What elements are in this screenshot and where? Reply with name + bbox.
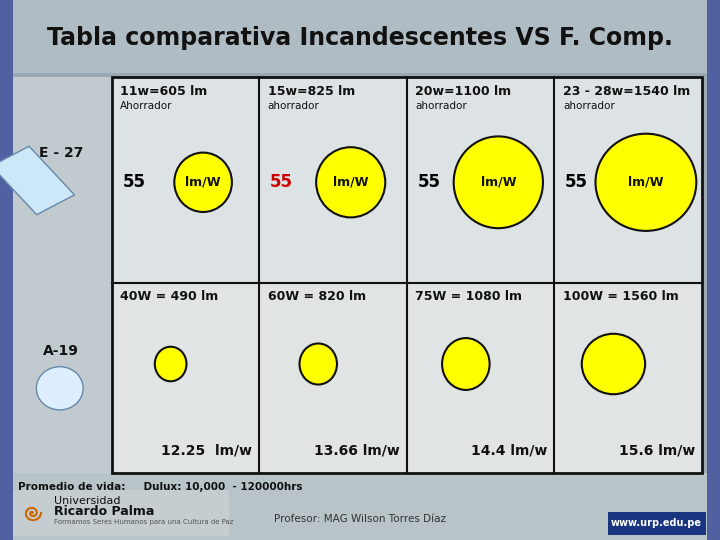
Bar — [13, 472, 707, 540]
Text: 23 - 28w=1540 lm: 23 - 28w=1540 lm — [563, 85, 690, 98]
Bar — [554, 282, 702, 472]
Bar — [13, 77, 112, 472]
Text: Tabla comparativa Incandescentes VS F. Comp.: Tabla comparativa Incandescentes VS F. C… — [47, 26, 673, 50]
Text: 60W = 820 lm: 60W = 820 lm — [268, 289, 366, 302]
Bar — [0, 0, 13, 540]
Bar — [0, 146, 74, 215]
Ellipse shape — [582, 334, 645, 394]
Bar — [13, 490, 229, 536]
Ellipse shape — [174, 153, 232, 212]
Text: Ahorrador: Ahorrador — [120, 102, 173, 111]
Bar — [608, 512, 706, 535]
Ellipse shape — [155, 347, 186, 381]
Bar — [407, 282, 554, 472]
Ellipse shape — [316, 147, 385, 218]
Text: lm/W: lm/W — [480, 176, 516, 189]
Bar — [112, 282, 259, 472]
Ellipse shape — [595, 134, 696, 231]
Ellipse shape — [454, 137, 543, 228]
Text: 55: 55 — [565, 173, 588, 191]
Text: 100W = 1560 lm: 100W = 1560 lm — [563, 289, 679, 302]
Bar — [259, 77, 407, 282]
Text: ahorrador: ahorrador — [415, 102, 467, 111]
Text: E - 27: E - 27 — [39, 146, 84, 160]
Text: Formamos Seres Humanos para una Cultura de Paz: Formamos Seres Humanos para una Cultura … — [54, 518, 233, 525]
Text: www.urp.edu.pe: www.urp.edu.pe — [611, 518, 702, 528]
Bar — [407, 77, 554, 282]
Text: A-19: A-19 — [43, 343, 79, 357]
Text: ahorrador: ahorrador — [268, 102, 320, 111]
Ellipse shape — [300, 343, 337, 384]
Text: 11w=605 lm: 11w=605 lm — [120, 85, 207, 98]
Text: 55: 55 — [418, 173, 441, 191]
Text: Ricardo Palma: Ricardo Palma — [54, 505, 154, 518]
Bar — [112, 77, 259, 282]
Bar — [707, 0, 720, 540]
Text: 40W = 490 lm: 40W = 490 lm — [120, 289, 218, 302]
Bar — [259, 282, 407, 472]
Text: 75W = 1080 lm: 75W = 1080 lm — [415, 289, 523, 302]
Ellipse shape — [36, 367, 84, 410]
Ellipse shape — [442, 338, 490, 390]
Text: Universidad: Universidad — [54, 496, 120, 506]
Text: lm/W: lm/W — [628, 176, 664, 189]
Text: 55: 55 — [122, 173, 145, 191]
Text: 13.66 lm/w: 13.66 lm/w — [314, 444, 400, 458]
Bar — [13, 0, 707, 73]
Text: 20w=1100 lm: 20w=1100 lm — [415, 85, 512, 98]
Text: ahorrador: ahorrador — [563, 102, 615, 111]
Text: lm/W: lm/W — [333, 176, 369, 189]
Text: Promedio de vida:     Dulux: 10,000  - 120000hrs: Promedio de vida: Dulux: 10,000 - 120000… — [18, 482, 302, 492]
Text: 55: 55 — [270, 173, 293, 191]
Text: 15w=825 lm: 15w=825 lm — [268, 85, 355, 98]
Text: Profesor: MAG Wilson Torres Díaz: Profesor: MAG Wilson Torres Díaz — [274, 515, 446, 524]
Bar — [112, 77, 702, 472]
Text: 15.6 lm/w: 15.6 lm/w — [618, 444, 695, 458]
Text: lm/W: lm/W — [185, 176, 221, 189]
Bar — [554, 77, 702, 282]
Text: 12.25  lm/w: 12.25 lm/w — [161, 444, 252, 458]
Text: 14.4 lm/w: 14.4 lm/w — [471, 444, 547, 458]
